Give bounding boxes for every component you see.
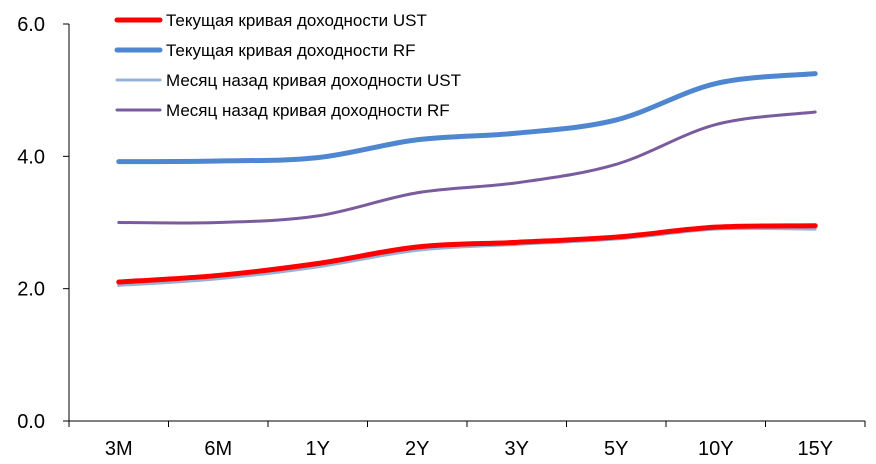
legend-label-1: Текущая кривая доходности UST <box>166 11 427 30</box>
x-tick-label: 2Y <box>405 438 429 460</box>
legend: Текущая кривая доходности UST Текущая кри… <box>114 11 461 120</box>
legend-label-3: Месяц назад кривая доходности UST <box>166 71 461 90</box>
axes: 0.0 2.0 4.0 6.0 3M 6M 1Y 2Y 3Y 5Y 10Y 15Y <box>17 14 866 460</box>
series-line-1 <box>116 223 818 285</box>
series-line-2 <box>116 71 818 165</box>
legend-label-4: Месяц назад кривая доходности RF <box>166 101 450 120</box>
y-tick-label: 4.0 <box>17 146 45 168</box>
x-tick-label: 6M <box>204 438 232 460</box>
x-tick-label: 15Y <box>797 438 833 460</box>
x-tick-label: 3Y <box>505 438 529 460</box>
legend-label-2: Текущая кривая доходности RF <box>166 41 416 60</box>
y-tick-label: 6.0 <box>17 14 45 36</box>
y-tick-label: 0.0 <box>17 411 45 433</box>
x-tick-label: 1Y <box>306 438 330 460</box>
x-tick-label: 3M <box>105 438 133 460</box>
y-tick-label: 2.0 <box>17 279 45 301</box>
x-tick-label: 5Y <box>604 438 628 460</box>
series-line-4 <box>117 110 817 225</box>
series-lines <box>116 71 818 287</box>
x-tick-label: 10Y <box>698 438 734 460</box>
